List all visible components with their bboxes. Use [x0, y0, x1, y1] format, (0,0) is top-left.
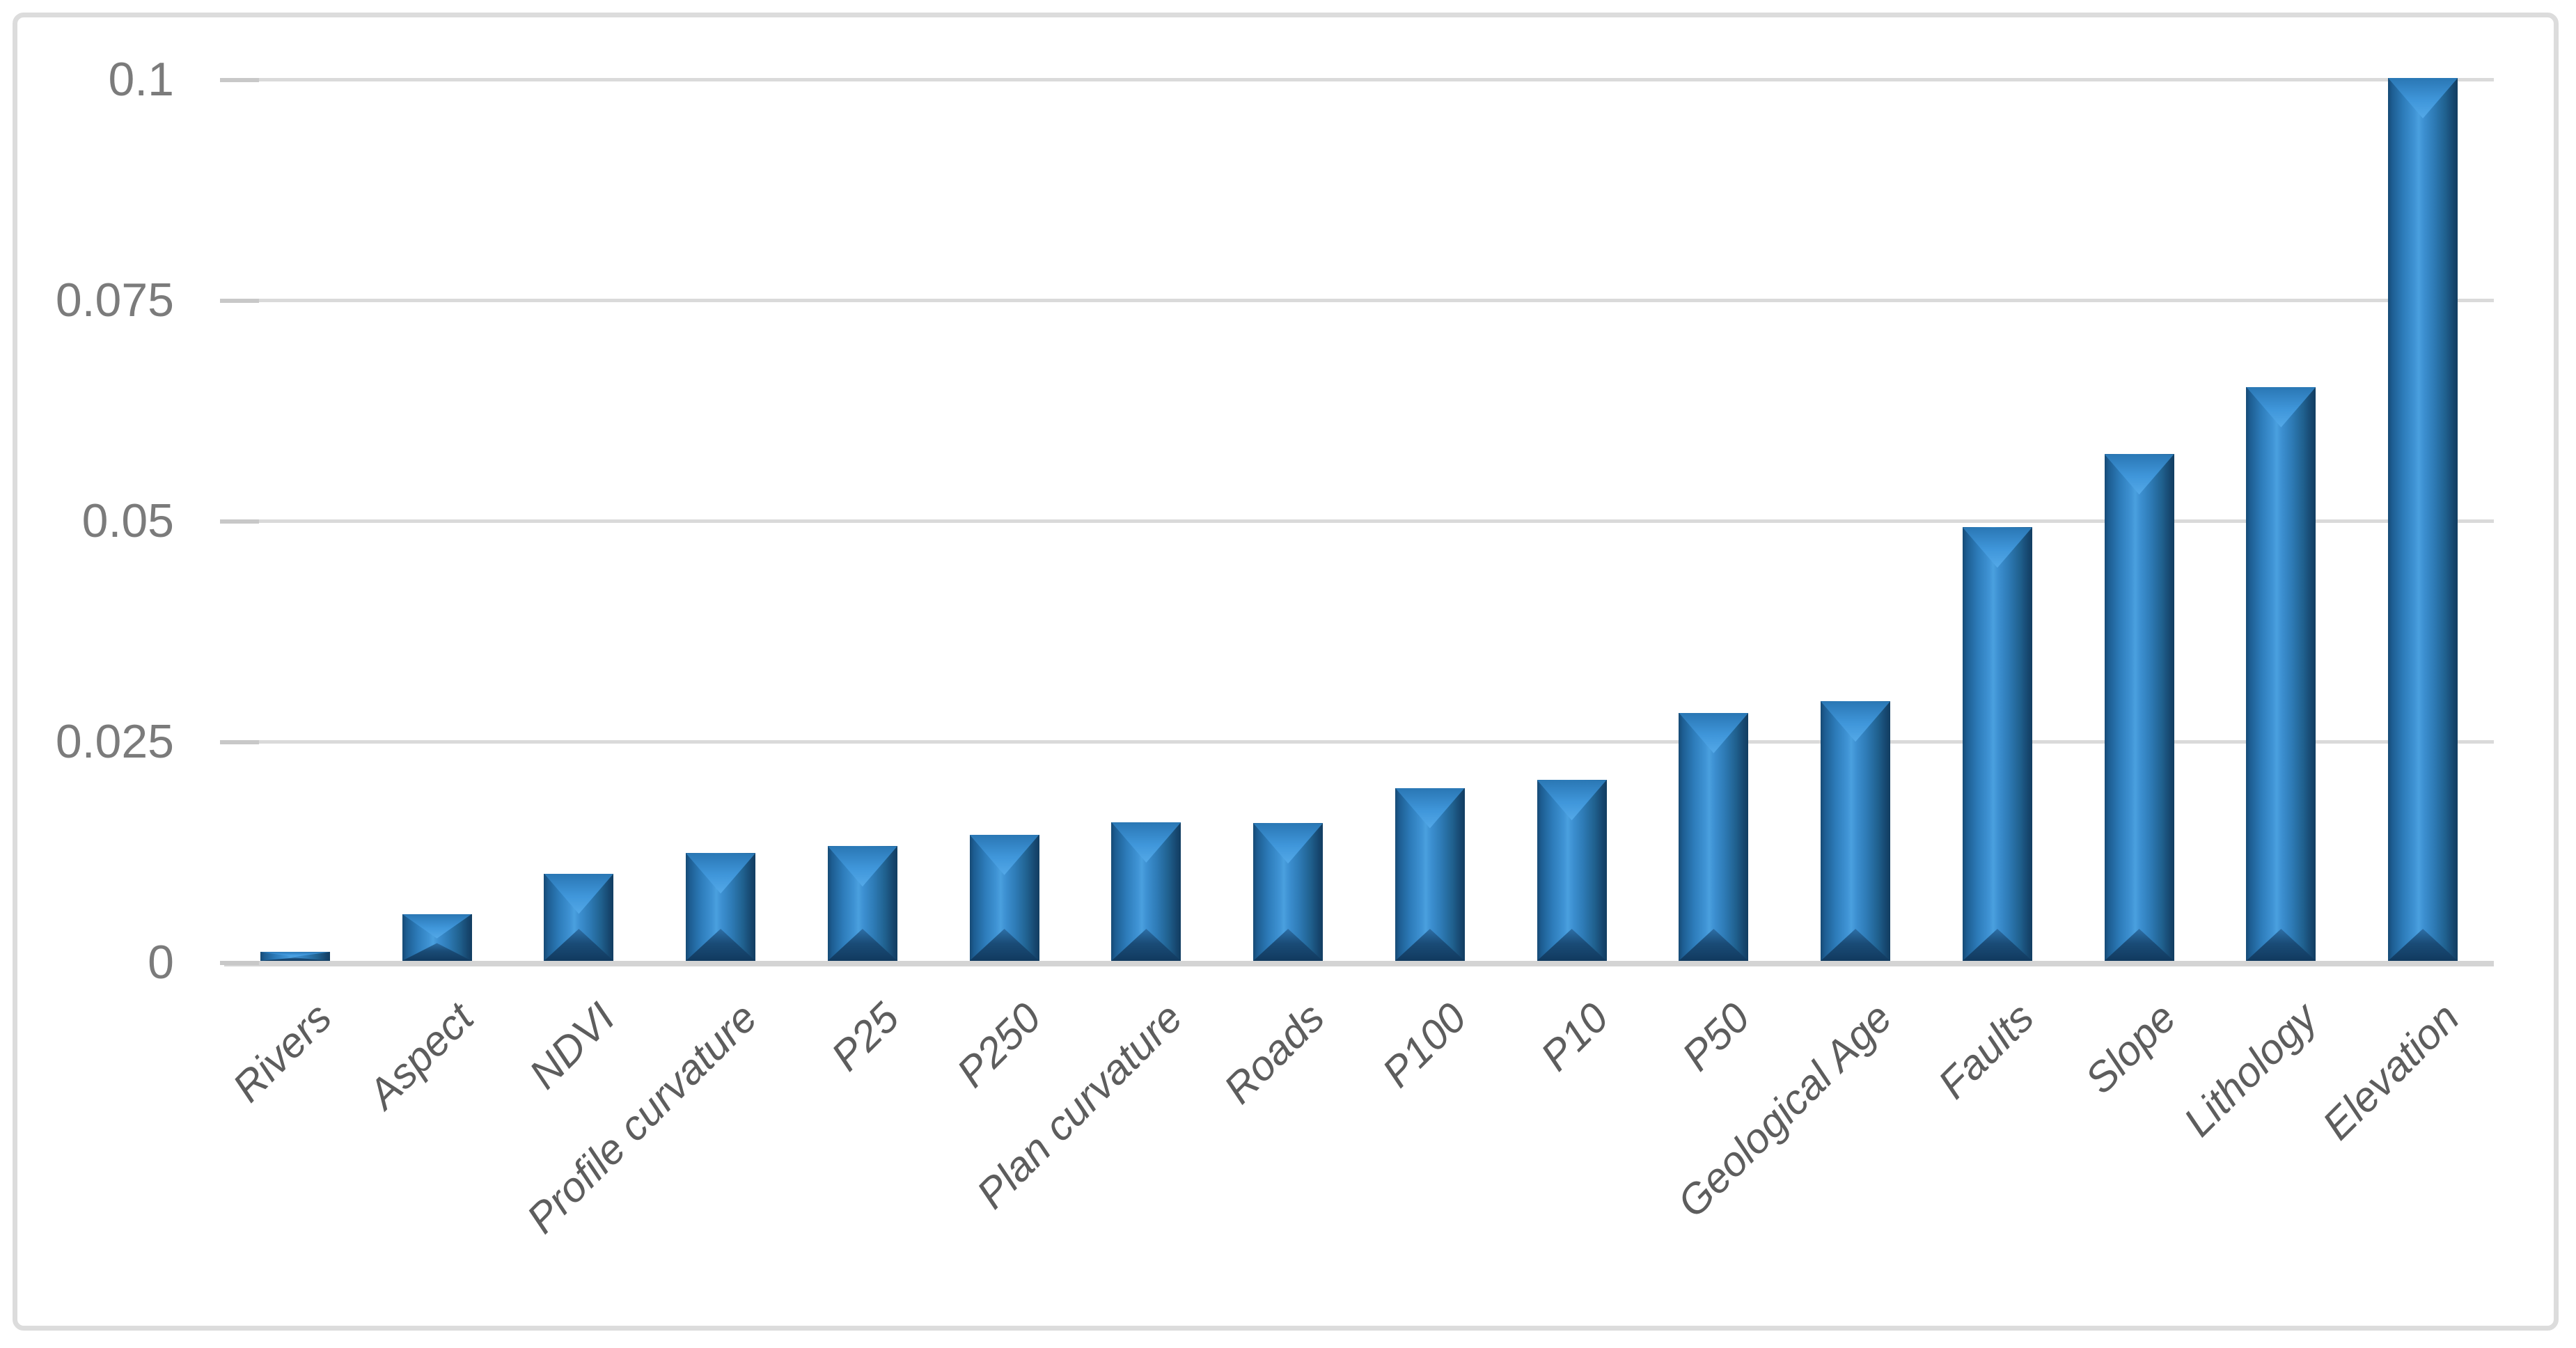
bar: [1395, 787, 1465, 961]
bar-body: [1962, 527, 2032, 961]
bar: [1821, 701, 1891, 961]
gridline: [224, 519, 2494, 523]
y-tick-label: 0: [148, 936, 174, 989]
bar-body: [1679, 712, 1749, 961]
bar: [402, 914, 472, 961]
bar: [544, 873, 614, 961]
bar-body: [1821, 701, 1891, 961]
axis-tick: [220, 740, 259, 744]
axis-tick: [220, 299, 259, 303]
bar: [1537, 780, 1607, 961]
axis-tick: [220, 961, 259, 965]
bar: [1679, 712, 1749, 961]
y-tick-label: 0.075: [55, 274, 174, 327]
y-tick-label: 0.1: [108, 53, 174, 106]
axis-tick: [220, 78, 259, 82]
bar: [260, 952, 330, 961]
bar: [2246, 386, 2316, 961]
gridline: [224, 78, 2494, 81]
bar: [1253, 823, 1324, 961]
bar-top-bevel: [260, 952, 330, 957]
gridline: [224, 299, 2494, 302]
bar: [1962, 527, 2032, 961]
bar: [2104, 454, 2174, 961]
bar: [827, 846, 897, 961]
y-tick-label: 0.025: [55, 715, 174, 768]
chart-frame: [13, 13, 2559, 1331]
bar: [1111, 822, 1181, 961]
bar: [969, 834, 1039, 961]
bar-body: [2388, 78, 2458, 961]
bar-body: [2246, 386, 2316, 961]
y-tick-label: 0.05: [81, 494, 174, 547]
gridline: [224, 740, 2494, 744]
bar-bottom-bevel: [260, 957, 330, 961]
bar: [686, 853, 756, 961]
x-axis-line: [224, 961, 2494, 966]
bar: [2388, 78, 2458, 961]
bar-body: [2104, 454, 2174, 961]
axis-tick: [220, 519, 259, 524]
